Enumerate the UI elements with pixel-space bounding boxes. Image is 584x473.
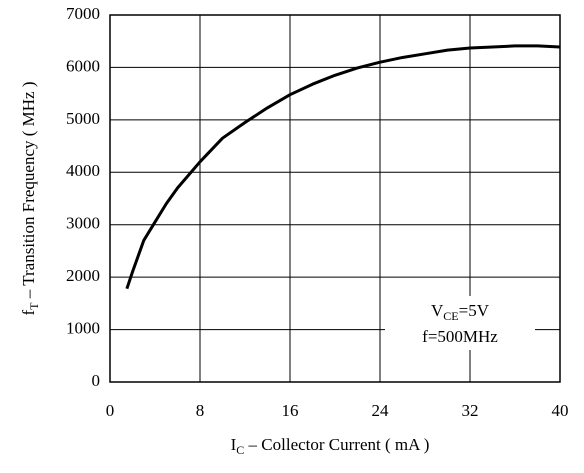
- x-tick-label: 24: [372, 401, 390, 420]
- y-tick-label: 7000: [66, 4, 100, 23]
- y-tick-label: 4000: [66, 161, 100, 180]
- y-tick-label: 6000: [66, 56, 100, 75]
- y-tick-label: 2000: [66, 266, 100, 285]
- y-tick-label: 0: [92, 371, 101, 390]
- label-rest: – Transition Frequency ( MHz ): [19, 82, 38, 303]
- label-rest: =5V: [459, 301, 490, 320]
- x-tick-label: 40: [552, 401, 569, 420]
- y-tick-label: 5000: [66, 109, 100, 128]
- label-sub: CE: [443, 309, 458, 323]
- label-main: f: [19, 310, 38, 316]
- x-tick-label: 16: [282, 401, 299, 420]
- label-rest: – Collector Current ( mA ): [244, 435, 429, 454]
- annotation-box: [385, 296, 535, 350]
- x-tick-label: 8: [196, 401, 205, 420]
- plot-frame: [109, 14, 561, 383]
- x-tick-label: 32: [462, 401, 479, 420]
- data-line: [125, 44, 561, 290]
- label-sub: C: [236, 443, 244, 457]
- y-tick-label: 3000: [66, 214, 100, 233]
- annotation: f=500MHz: [422, 327, 498, 346]
- label-sub: T: [27, 302, 41, 310]
- x-axis-label: IC – Collector Current ( mA ): [231, 435, 430, 457]
- y-axis-label: fT – Transition Frequency ( MHz ): [19, 82, 41, 316]
- y-tick-label: 1000: [66, 318, 100, 337]
- label-main: I: [231, 435, 237, 454]
- annotation: VCE=5V: [431, 301, 490, 323]
- x-tick-label: 0: [106, 401, 115, 420]
- label-main: V: [431, 301, 444, 320]
